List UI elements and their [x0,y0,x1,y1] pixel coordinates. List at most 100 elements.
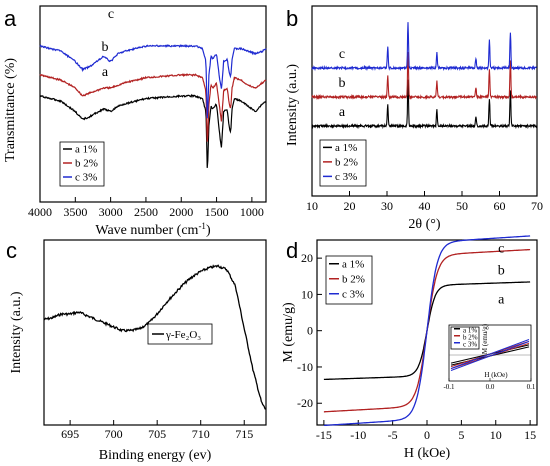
panel-c-series [44,264,267,410]
panel-d-curve-labels: abc [498,242,505,308]
legend-entry: a 1% [342,258,364,270]
xtick-label: 4000 [28,205,52,219]
xtick-label: 2500 [134,205,158,219]
panel-c-xticks: 695 700 705 710 715 [61,420,253,441]
xtick-label: 3000 [99,205,123,219]
series-line-b [311,51,538,101]
xtick-label: 700 [105,427,123,441]
legend-entry: γ-Fe₂O₃ [165,329,201,341]
xtick-label: 710 [192,427,210,441]
panel-a-frame [39,5,267,203]
inset-legend-entry: c 3% [463,340,477,348]
panel-b-curve-labels: abc [339,47,346,120]
curve-label-a: a [102,65,109,80]
curve-label-b: b [339,76,346,91]
ylabel-text: Intensity (a.u.) [285,64,300,146]
xtick-label: 695 [61,427,79,441]
panel-a-curve-labels: ab c [101,7,114,80]
series-line-fe2o3 [44,264,267,410]
inset-xlabel: H (kOe) [484,371,508,379]
xtick-label: 1000 [240,205,264,219]
panel-a-xticks: 4000 3500 3000 2500 2000 1500 1000 [28,197,264,219]
xtick-label: 3500 [63,205,87,219]
legend-entry: c 3% [335,171,357,183]
ylabel-text: Intensity (a.u.) [9,291,24,373]
xtick-label: 705 [148,427,166,441]
xlabel-tail: ) [206,223,211,238]
ytick-label: -10 [297,360,313,374]
series-line-c [39,44,267,119]
xtick-label: 50 [456,199,468,213]
xtick-label: -10 [350,428,366,442]
inset-xtick-label: 0.0 [486,383,495,391]
panel-a: a Transmittance (%) 4000 3500 3000 2500 2000… [3,5,267,238]
panel-c-xlabel: Binding energy (ev) [99,448,212,463]
panel-b-xticks: 10 20 30 40 50 60 70 [306,191,543,213]
legend-entry: a 1% [75,144,97,156]
panel-letter-c: c [6,238,17,263]
panel-d-ticks: -15 -10 -5 0 5 10 15 -20 -10 0 10 20 [297,251,536,442]
panel-c-frame [43,239,267,426]
panel-a-xlabel: Wave number (cm-1) [95,221,211,238]
panel-c-ylabel: Intensity (a.u.) [9,291,24,373]
panel-b-legend: a 1% b 2% c 3% [319,139,367,187]
inset-legend-entry: a 1% [463,326,477,334]
xtick-label: 10 [306,199,318,213]
curve-label-a: a [498,292,505,307]
inset-xtick-label: -0.1 [443,383,455,391]
panel-b-series [311,22,538,130]
series-line-c [323,235,531,427]
inset-legend-entry: b 2% [463,333,478,341]
legend-box [147,323,213,345]
xtick-label: 715 [235,427,253,441]
panel-letter-a: a [4,6,17,31]
panel-a-ylabel: Transmittance (%) [3,58,18,162]
series-line-b [39,73,267,142]
legend-entry: a 1% [335,142,357,154]
inset-line-c [450,339,530,369]
panel-d-inset: -0.1 0.0 0.1 a 1%b 2%c 3% M (emu/g) H (kOe) [443,323,535,391]
legend-entry: c 3% [75,172,97,184]
xtick-label: -15 [316,428,332,442]
ytick-label: 10 [301,287,313,301]
legend-entry: b 2% [335,156,358,168]
curve-label-c: c [498,242,504,257]
series-line-a [39,93,267,168]
panel-d-ylabel: M (emu/g) [281,302,296,363]
curve-label-b: b [101,40,108,55]
ytick-label: 20 [301,251,313,265]
legend-entry: b 2% [342,273,365,285]
xtick-label: 0 [424,428,430,442]
xtick-label: 10 [490,428,502,442]
xtick-label: 2000 [169,205,193,219]
xtick-label: 40 [419,199,431,213]
series-line-a [311,79,538,130]
xtick-label: 5 [458,428,464,442]
panel-b-ylabel: Intensity (a.u.) [285,64,300,146]
xtick-label: 20 [344,199,356,213]
panel-a-series [39,44,267,168]
xtick-label: 60 [494,199,506,213]
legend-entry: b 2% [75,158,98,170]
series-line-c [311,22,537,72]
panel-a-legend: a 1% b 2% c 3% [59,141,105,187]
ylabel-text: Transmittance (%) [3,58,18,162]
curve-label-b: b [498,263,505,278]
panel-letter-b: b [286,6,298,31]
ylabel-text: M (emu/g) [281,302,296,363]
xlabel-superscript: -1 [198,221,206,231]
panel-letter-d: d [286,238,298,263]
curve-label-c: c [108,7,114,22]
xtick-label: 15 [524,428,536,442]
panel-d-legend: a 1% b 2% c 3% [325,255,373,305]
xtick-label: -5 [388,428,398,442]
panel-b-xlabel: 2θ (°) [408,217,440,232]
xtick-label: 30 [381,199,393,213]
panel-c-legend: γ-Fe₂O₃ [147,323,213,345]
ytick-label: 0 [307,324,313,338]
xtick-label: 70 [531,199,543,213]
inset-xtick-label: 0.1 [527,383,536,391]
ytick-label: -20 [297,396,313,410]
